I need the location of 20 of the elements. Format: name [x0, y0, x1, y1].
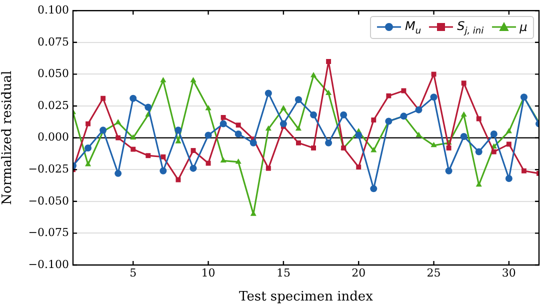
x-tick-label: 25: [426, 266, 441, 280]
y-tick-label: 0.100: [38, 3, 69, 16]
y-axis-title: Normalized residual: [0, 70, 16, 205]
y-tick-label: 0.000: [38, 130, 69, 144]
legend-label: S$_{j, ini}$: [457, 18, 484, 36]
x-tick-label: 10: [201, 266, 216, 280]
y-tick-label: 0.025: [38, 98, 69, 112]
y-tick-label: −0.025: [28, 162, 69, 176]
legend-label: μ: [520, 20, 528, 34]
y-tick-label: −0.100: [28, 258, 69, 271]
legend-label: M$_{u}$: [405, 18, 422, 36]
x-axis-title: Test specimen index: [239, 290, 374, 305]
y-tick-label: 0.050: [38, 67, 69, 80]
x-tick-label: 5: [130, 266, 137, 280]
x-tick-label: 30: [502, 266, 516, 280]
y-tick-label: −0.075: [28, 226, 69, 240]
x-tick-label: 15: [276, 266, 290, 280]
y-tick-label: 0.075: [38, 35, 69, 48]
x-tick-label: 20: [352, 266, 366, 280]
y-tick-label: −0.050: [28, 194, 69, 208]
